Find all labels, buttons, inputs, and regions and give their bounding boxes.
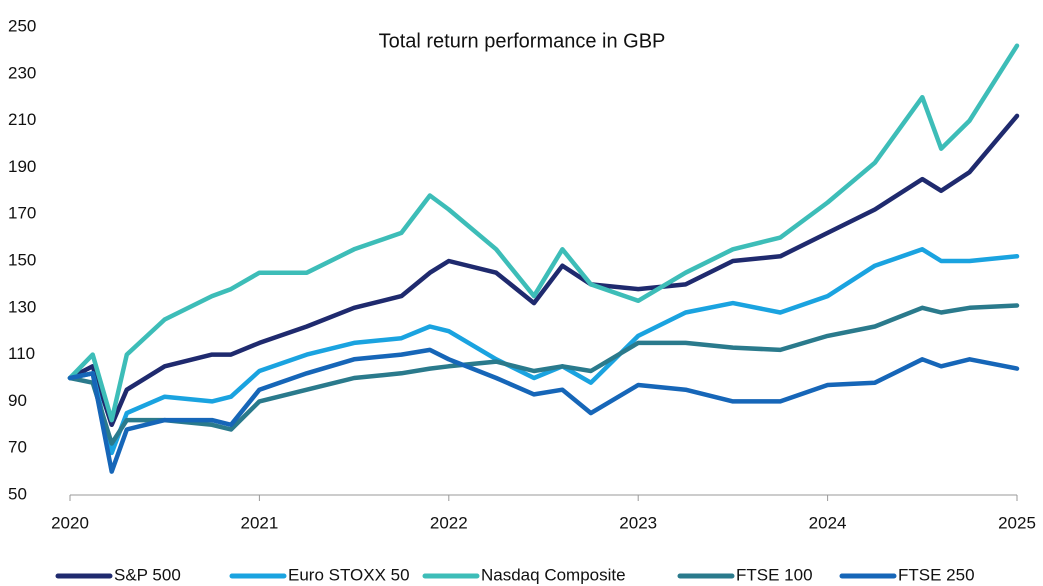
y-tick-label: 90 [8,391,27,410]
x-tick-label: 2024 [809,513,847,532]
series-line [67,347,1020,474]
y-tick-label: 190 [8,157,36,176]
legend-label: Euro STOXX 50 [288,565,410,584]
legend-label: FTSE 250 [898,565,975,584]
x-tick-label: 2025 [998,513,1036,532]
y-tick-label: 110 [8,344,35,363]
x-tick-label: 2023 [619,513,657,532]
y-tick-label: 130 [8,297,36,316]
chart-title: Total return performance in GBP [379,30,666,52]
y-tick-label: 50 [8,484,27,503]
series-line [67,113,1020,428]
y-tick-label: 250 [8,16,36,35]
y-tick-label: 170 [8,204,36,223]
legend-label: S&P 500 [114,565,181,584]
y-tick-label: 210 [8,110,36,129]
series-line [67,43,1020,423]
series-line [67,247,1020,456]
y-tick-label: 70 [8,438,27,457]
legend-label: Nasdaq Composite [481,565,626,584]
x-tick-label: 2020 [51,513,89,532]
legend-label: FTSE 100 [736,565,813,584]
x-tick-label: 2022 [430,513,468,532]
y-tick-label: 230 [8,63,36,82]
y-tick-label: 150 [8,250,36,269]
x-tick-label: 2021 [240,513,278,532]
